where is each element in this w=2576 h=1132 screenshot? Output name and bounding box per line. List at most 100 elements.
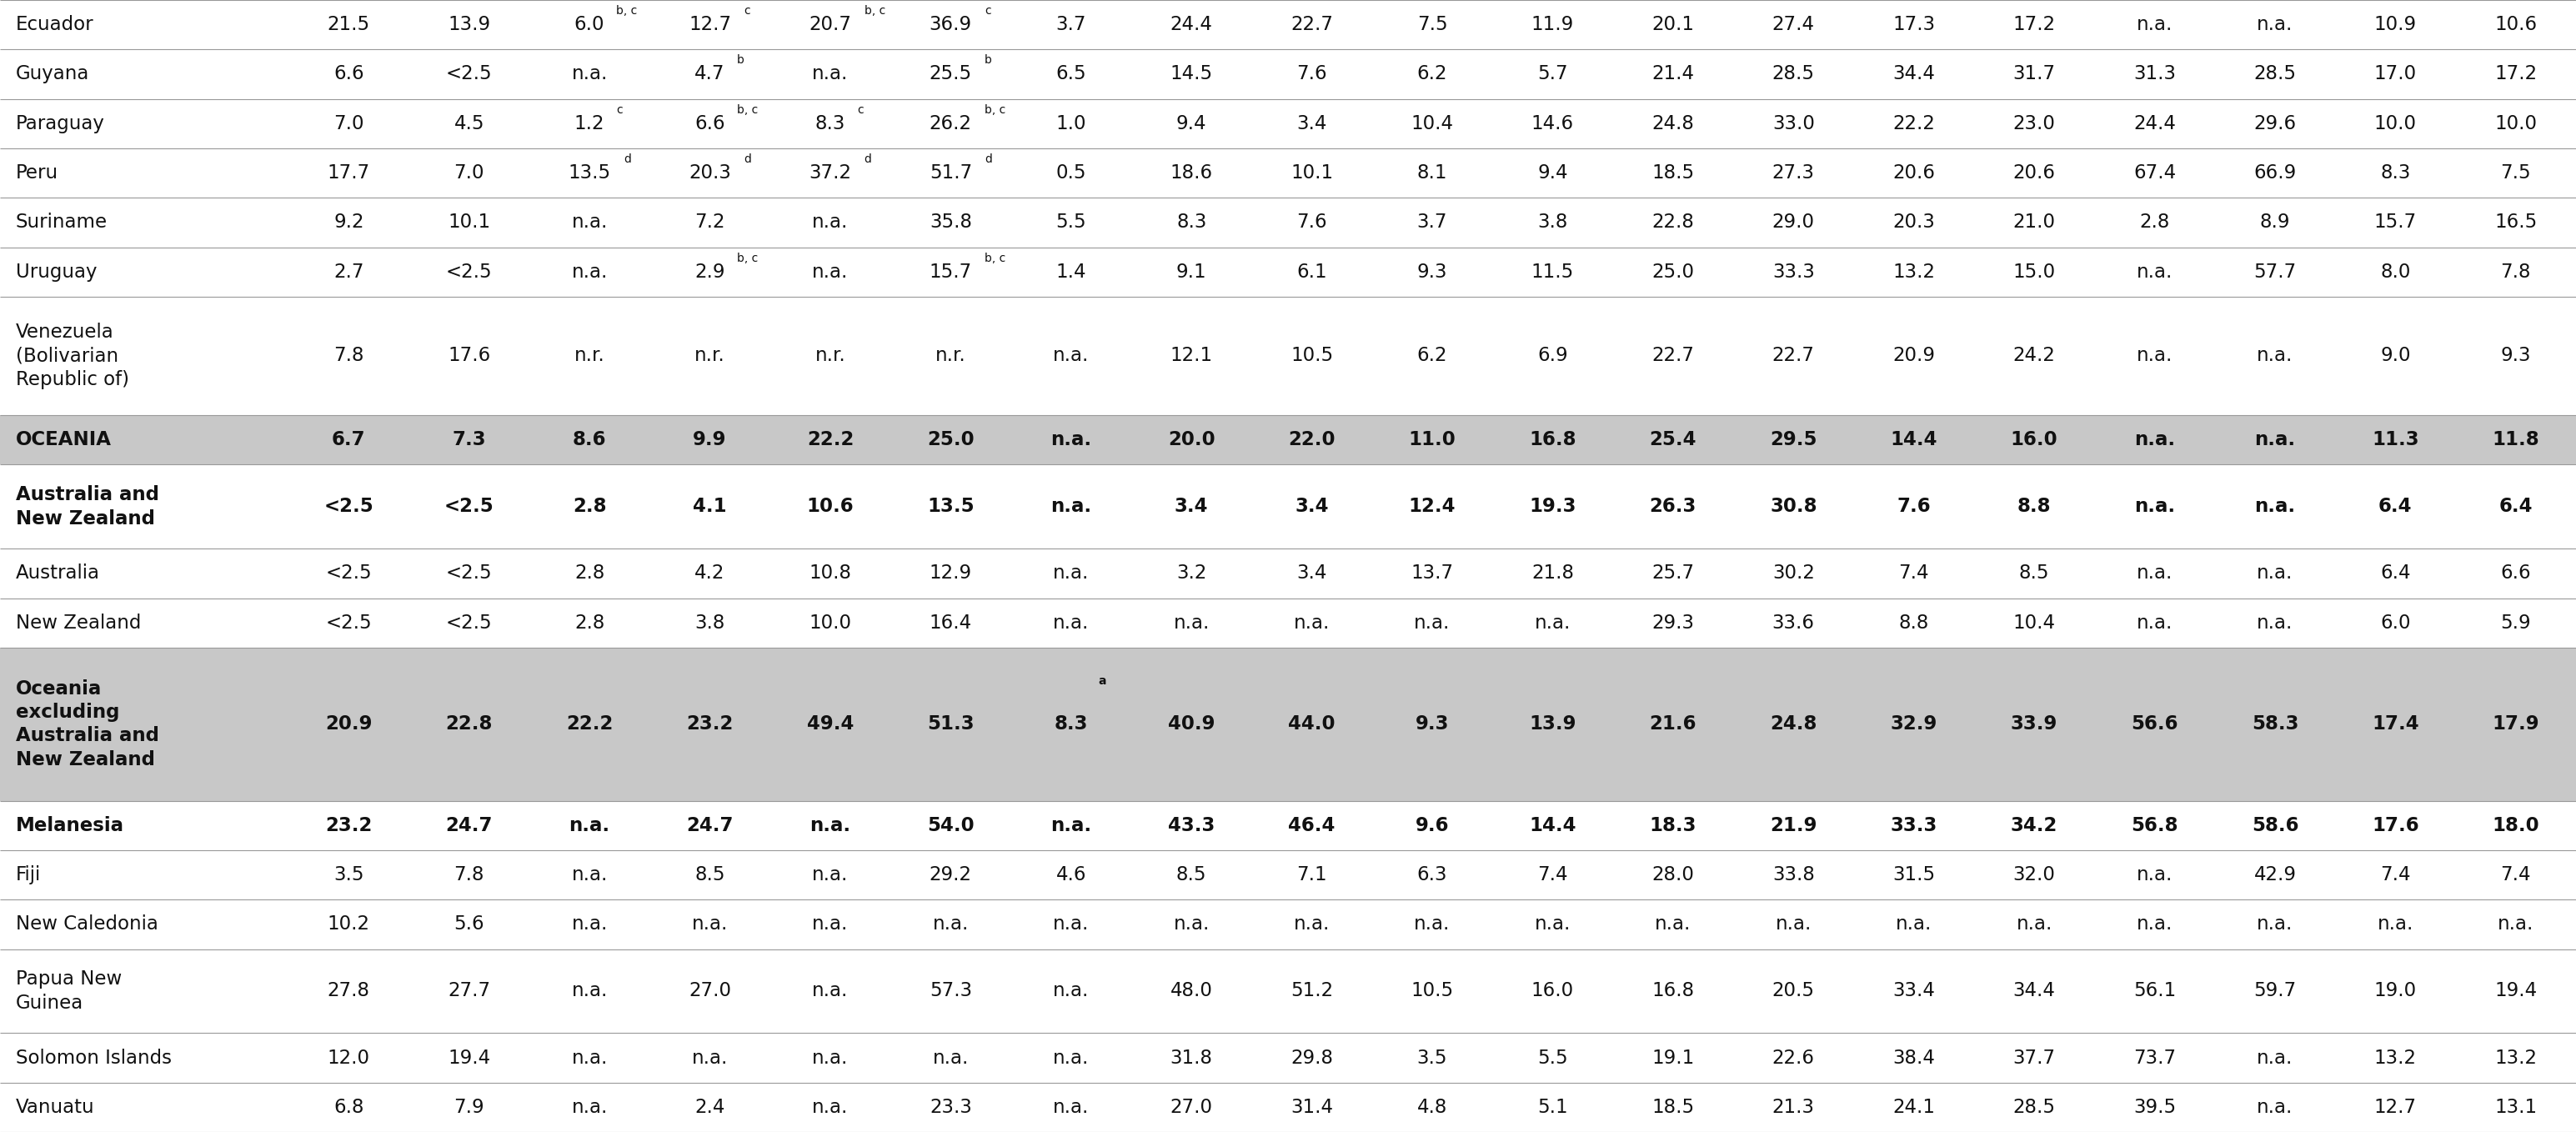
Text: 7.2: 7.2	[696, 213, 724, 232]
Text: 24.4: 24.4	[1170, 15, 1213, 34]
Text: 16.5: 16.5	[2494, 213, 2537, 232]
Text: 29.8: 29.8	[1291, 1048, 1334, 1067]
Text: n.a.: n.a.	[1054, 346, 1090, 366]
Text: 20.3: 20.3	[688, 163, 732, 182]
Text: 31.8: 31.8	[1170, 1048, 1213, 1067]
Text: 33.6: 33.6	[1772, 614, 1814, 633]
Text: New Zealand: New Zealand	[15, 614, 142, 633]
Text: 3.4: 3.4	[1175, 497, 1208, 516]
Text: 10.0: 10.0	[2494, 114, 2537, 134]
Text: 42.9: 42.9	[2254, 865, 2295, 884]
Text: 16.4: 16.4	[930, 614, 971, 633]
Text: 7.5: 7.5	[2501, 163, 2532, 182]
Text: n.r.: n.r.	[696, 346, 726, 366]
Text: n.r.: n.r.	[574, 346, 605, 366]
Text: 4.7: 4.7	[696, 65, 724, 84]
Text: 58.6: 58.6	[2251, 816, 2298, 835]
Text: n.a.: n.a.	[1051, 497, 1092, 516]
Text: 6.4: 6.4	[2499, 497, 2532, 516]
Text: c: c	[858, 104, 863, 115]
Text: 25.4: 25.4	[1649, 430, 1698, 449]
Text: Peru: Peru	[15, 163, 59, 182]
Text: n.a.: n.a.	[2254, 497, 2295, 516]
Text: 13.9: 13.9	[448, 15, 489, 34]
Text: n.a.: n.a.	[2136, 15, 2172, 34]
Text: 21.4: 21.4	[1651, 65, 1695, 84]
Text: 29.0: 29.0	[1772, 213, 1814, 232]
Text: 15.0: 15.0	[2012, 263, 2056, 282]
Text: d: d	[866, 153, 871, 165]
Text: n.a.: n.a.	[811, 213, 848, 232]
Text: 33.4: 33.4	[1893, 981, 1935, 1001]
Text: 12.4: 12.4	[1409, 497, 1455, 516]
Text: 4.6: 4.6	[1056, 865, 1087, 884]
Text: 6.4: 6.4	[2378, 497, 2411, 516]
Text: 7.4: 7.4	[2501, 865, 2532, 884]
Text: 27.8: 27.8	[327, 981, 371, 1001]
Text: n.a.: n.a.	[2257, 915, 2293, 934]
Text: 31.3: 31.3	[2133, 65, 2177, 84]
Text: 58.3: 58.3	[2251, 714, 2298, 734]
Text: 6.6: 6.6	[2501, 564, 2532, 583]
Text: 8.5: 8.5	[2020, 564, 2050, 583]
Text: 29.3: 29.3	[1651, 614, 1695, 633]
Text: 24.7: 24.7	[685, 816, 734, 835]
Text: 56.1: 56.1	[2133, 981, 2177, 1001]
Text: 7.0: 7.0	[453, 163, 484, 182]
Text: n.a.: n.a.	[572, 865, 608, 884]
Text: 44.0: 44.0	[1288, 714, 1334, 734]
Text: 32.9: 32.9	[1891, 714, 1937, 734]
Text: 12.7: 12.7	[2375, 1098, 2416, 1117]
Text: 7.9: 7.9	[453, 1098, 484, 1117]
Text: 33.0: 33.0	[1772, 114, 1814, 134]
Text: 13.2: 13.2	[2494, 1048, 2537, 1067]
Text: a: a	[1097, 676, 1105, 687]
Text: 3.4: 3.4	[1296, 114, 1327, 134]
Text: 48.0: 48.0	[1170, 981, 1213, 1001]
Text: 3.7: 3.7	[1417, 213, 1448, 232]
Text: 34.4: 34.4	[2012, 981, 2056, 1001]
Text: 2.8: 2.8	[572, 497, 605, 516]
Text: 10.6: 10.6	[2494, 15, 2537, 34]
Text: <2.5: <2.5	[325, 614, 371, 633]
Text: 25.0: 25.0	[927, 430, 974, 449]
Text: 8.3: 8.3	[2380, 163, 2411, 182]
Text: n.a.: n.a.	[2136, 346, 2172, 366]
Text: 56.6: 56.6	[2130, 714, 2179, 734]
Text: 8.1: 8.1	[1417, 163, 1448, 182]
Text: 13.7: 13.7	[1412, 564, 1453, 583]
Text: 22.2: 22.2	[567, 714, 613, 734]
Text: 12.1: 12.1	[1170, 346, 1213, 366]
Bar	[0, 850, 2576, 900]
Text: 22.6: 22.6	[1772, 1048, 1814, 1067]
Text: 14.4: 14.4	[1891, 430, 1937, 449]
Text: 26.3: 26.3	[1649, 497, 1698, 516]
Bar	[0, 464, 2576, 549]
Text: 57.7: 57.7	[2254, 263, 2295, 282]
Text: 5.5: 5.5	[1538, 1048, 1569, 1067]
Text: 8.3: 8.3	[1054, 714, 1087, 734]
Text: 7.8: 7.8	[2501, 263, 2532, 282]
Text: n.a.: n.a.	[569, 816, 611, 835]
Text: 22.7: 22.7	[1772, 346, 1814, 366]
Text: 16.8: 16.8	[1530, 430, 1577, 449]
Text: n.a.: n.a.	[933, 1048, 969, 1067]
Text: 7.4: 7.4	[2380, 865, 2411, 884]
Text: n.r.: n.r.	[814, 346, 845, 366]
Text: 67.4: 67.4	[2133, 163, 2177, 182]
Text: n.a.: n.a.	[2136, 614, 2172, 633]
Text: Ecuador: Ecuador	[15, 15, 93, 34]
Text: n.a.: n.a.	[811, 263, 848, 282]
Text: n.a.: n.a.	[1054, 981, 1090, 1001]
Text: n.a.: n.a.	[1054, 1048, 1090, 1067]
Text: 25.7: 25.7	[1651, 564, 1695, 583]
Text: 9.4: 9.4	[1177, 114, 1206, 134]
Text: n.a.: n.a.	[572, 65, 608, 84]
Bar	[0, 900, 2576, 949]
Text: n.a.: n.a.	[809, 816, 850, 835]
Text: n.a.: n.a.	[933, 915, 969, 934]
Text: 7.8: 7.8	[332, 346, 363, 366]
Text: c: c	[616, 104, 623, 115]
Text: Australia and
New Zealand: Australia and New Zealand	[15, 486, 160, 529]
Text: 22.2: 22.2	[1893, 114, 1935, 134]
